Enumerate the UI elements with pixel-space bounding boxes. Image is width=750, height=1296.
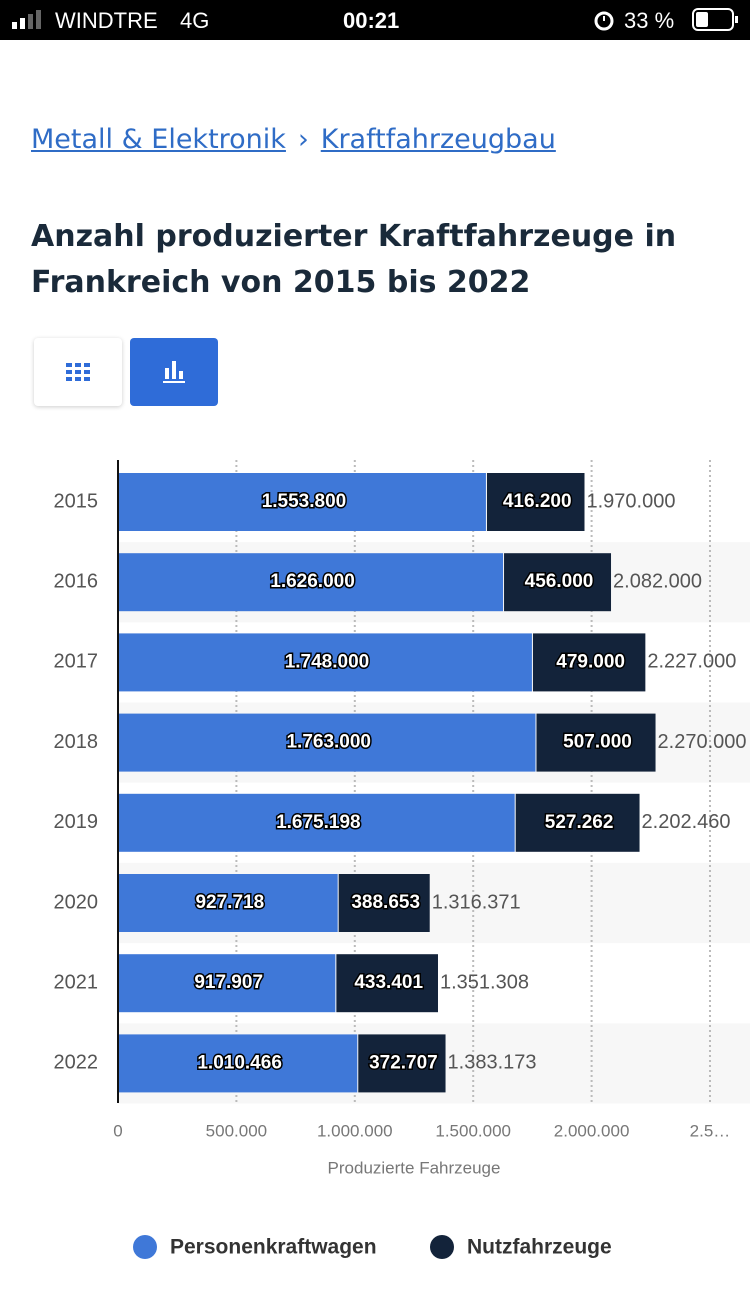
x-tick-label: 0 [113, 1121, 122, 1140]
bar-segment [118, 1034, 358, 1093]
total-label: 1.351.308 [440, 971, 529, 993]
y-tick-label: 2018 [54, 731, 99, 753]
battery-icon [692, 8, 738, 31]
bar-value-label: 507.000 [563, 732, 632, 753]
bar-segment [118, 793, 515, 852]
table-view-button[interactable] [34, 338, 122, 406]
breadcrumb: Metall & Elektronik › Kraftfahrzeugbau [31, 124, 556, 155]
x-tick-label: 1.500.000 [435, 1121, 511, 1140]
page-title: Anzahl produzierter Kraftfahrzeuge in Fr… [31, 219, 677, 300]
bar-value-label: 479.000 [556, 651, 625, 672]
chart-icon [163, 361, 185, 383]
bar-value-label: 388.653 [351, 892, 420, 913]
total-label: 1.383.173 [448, 1052, 537, 1074]
bar-segment [536, 713, 656, 772]
bar-value-label: 527.262 [545, 812, 614, 833]
x-tick-label: 1.000.000 [317, 1121, 393, 1140]
bar-segment [358, 1034, 446, 1093]
x-tick-label: 500.000 [206, 1121, 267, 1140]
legend-label: Personenkraftwagen [170, 1236, 377, 1259]
x-axis-label: Produzierte Fahrzeuge [328, 1158, 501, 1177]
bar-value-label: 372.707 [369, 1052, 438, 1073]
bar-value-label: 1.675.198 [276, 812, 361, 833]
bar-segment [486, 473, 585, 531]
total-label: 1.316.371 [432, 891, 521, 913]
y-tick-label: 2017 [54, 651, 99, 673]
table-icon [66, 363, 90, 381]
time: 00:21 [343, 8, 400, 33]
bar-segment [338, 874, 430, 932]
network: 4G [180, 8, 210, 33]
status-bar: WINDTRE 4G 00:21 33 % [0, 0, 750, 40]
bar-segment [118, 473, 486, 531]
bar-segment [118, 553, 504, 612]
battery-level: 33 % [624, 8, 675, 33]
bar-segment [118, 713, 536, 772]
bar-segment [118, 874, 338, 932]
total-label: 1.970.000 [586, 490, 675, 512]
carrier: WINDTRE [55, 8, 158, 33]
bar-segment [336, 954, 438, 1013]
y-tick-label: 2019 [54, 811, 99, 833]
total-label: 2.082.000 [613, 570, 702, 592]
y-tick-label: 2021 [54, 971, 99, 993]
bar-segment [118, 633, 532, 692]
bar-value-label: 927.718 [195, 892, 264, 913]
bar-value-label: 1.763.000 [286, 732, 371, 753]
bar-value-label: 433.401 [354, 972, 423, 993]
legend-label: Nutzfahrzeuge [467, 1236, 612, 1259]
signal-icon [12, 10, 41, 29]
total-label: 2.227.000 [647, 651, 736, 673]
bar-segment [532, 633, 646, 692]
chart-view-button[interactable] [130, 338, 218, 406]
total-label: 2.270.000 [658, 731, 747, 753]
x-tick-label: 2.5… [690, 1121, 731, 1140]
x-tick-label: 2.000.000 [554, 1121, 630, 1140]
y-tick-label: 2015 [54, 490, 99, 512]
bar-value-label: 1.553.800 [262, 491, 347, 512]
legend-swatch [430, 1235, 454, 1259]
alarm-icon [594, 11, 614, 31]
bar-segment [504, 553, 612, 612]
y-tick-label: 2016 [54, 570, 99, 592]
breadcrumb-link[interactable]: Metall & Elektronik [31, 124, 286, 155]
breadcrumb-link[interactable]: Kraftfahrzeugbau [320, 124, 556, 155]
bar-value-label: 1.748.000 [285, 651, 370, 672]
bar-value-label: 917.907 [194, 972, 263, 993]
bar-value-label: 456.000 [525, 571, 594, 592]
bar-segment [515, 793, 640, 852]
legend-swatch [133, 1235, 157, 1259]
bar-value-label: 416.200 [503, 491, 572, 512]
breadcrumb-separator: › [297, 124, 309, 155]
bar-value-label: 1.010.466 [197, 1052, 282, 1073]
y-tick-label: 2020 [54, 891, 99, 913]
bar-segment [118, 954, 336, 1013]
y-tick-label: 2022 [54, 1052, 99, 1074]
bar-value-label: 1.626.000 [270, 571, 355, 592]
total-label: 2.202.460 [642, 811, 731, 833]
